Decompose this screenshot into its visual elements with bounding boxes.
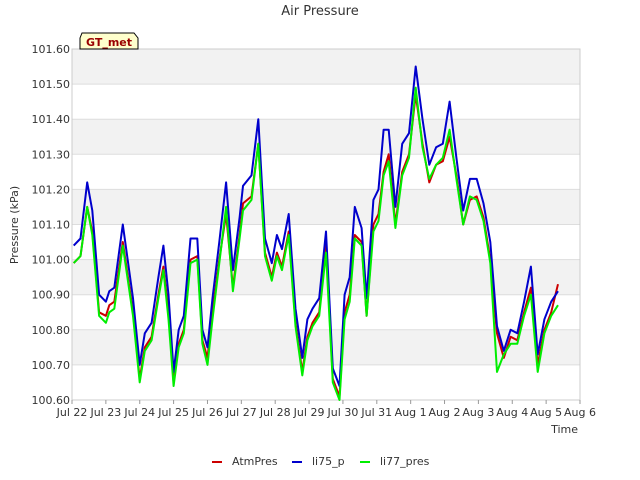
y-tick-label: 101.00	[32, 254, 71, 267]
x-tick-label: Jul 25	[157, 406, 189, 419]
y-tick-label: 101.50	[32, 78, 71, 91]
y-tick-label: 100.70	[32, 359, 71, 372]
y-tick-label: 101.30	[32, 148, 71, 161]
x-tick-label: Jul 28	[259, 406, 291, 419]
legend-label: li77_pres	[380, 455, 430, 468]
plot-band	[72, 364, 580, 400]
series-line-li75_p	[72, 65, 559, 387]
site-badge: GT_met	[79, 32, 139, 50]
legend-item: li75_p	[292, 455, 345, 468]
x-tick-label: Jul 23	[89, 406, 121, 419]
x-tick-label: Jul 26	[191, 406, 223, 419]
series-line-li77_pres	[72, 86, 559, 401]
y-tick-label: 101.60	[32, 43, 71, 56]
y-axis-label: Pressure (kPa)	[8, 186, 21, 264]
x-tick-label: Jul 30	[327, 406, 359, 419]
y-tick-label: 100.60	[32, 394, 71, 407]
y-axis-ticks: 100.60 100.70 100.80 100.90 101.00 101.10 101.…	[32, 43, 71, 407]
x-tick-label: Jul 22	[56, 406, 88, 419]
y-tick-label: 100.80	[32, 324, 71, 337]
x-tick-label: Aug 3	[462, 406, 494, 419]
chart-title: Air Pressure	[281, 4, 359, 19]
badge-box	[79, 32, 139, 50]
x-tick-label: Jul 24	[123, 406, 155, 419]
x-tick-label: Jul 31	[360, 406, 392, 419]
x-tick-label: Jul 29	[293, 406, 325, 419]
legend-item: AtmPres	[212, 455, 278, 468]
plot-band	[72, 49, 580, 85]
y-tick-label: 101.10	[32, 219, 71, 232]
legend-label: li75_p	[312, 455, 345, 468]
x-tick-label: Aug 5	[530, 406, 562, 419]
plot-band	[72, 154, 580, 190]
y-tick-label: 100.90	[32, 289, 71, 302]
plot-band	[72, 119, 580, 155]
plot-frame	[71, 48, 581, 401]
legend-label: AtmPres	[232, 455, 278, 468]
x-tick-label: Aug 2	[429, 406, 461, 419]
x-axis-label: Time	[550, 423, 578, 436]
legend: AtmPres li75_p li77_pres	[212, 455, 430, 468]
plot-band	[72, 189, 580, 225]
legend-item: li77_pres	[360, 455, 430, 468]
y-tick-label: 101.40	[32, 113, 71, 126]
x-axis-ticks: Jul 22 Jul 23 Jul 24 Jul 25 Jul 26 Jul 27 Jul …	[56, 400, 596, 419]
y-tick-label: 101.20	[32, 183, 71, 196]
plot-band	[72, 294, 580, 330]
badge-text: GT_met	[86, 36, 132, 49]
series-lines	[72, 65, 559, 401]
x-tick-label: Aug 1	[395, 406, 427, 419]
x-tick-label: Jul 27	[225, 406, 257, 419]
plot-band	[72, 84, 580, 120]
x-tick-label: Aug 6	[564, 406, 596, 419]
x-tick-label: Aug 4	[496, 406, 528, 419]
